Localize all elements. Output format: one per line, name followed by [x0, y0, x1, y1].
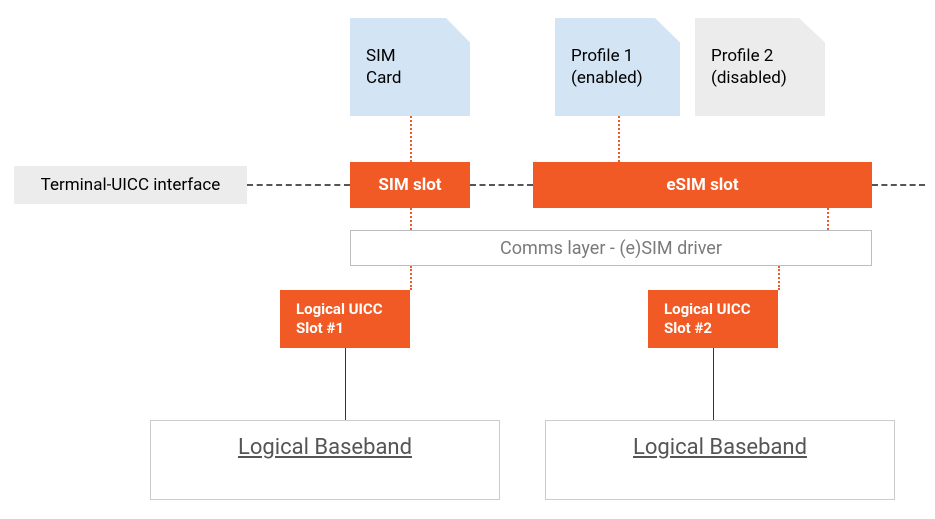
dotted-conn-2 — [410, 208, 412, 230]
comms-layer-label: Comms layer - (e)SIM driver — [500, 238, 722, 259]
interface-dash-2 — [470, 184, 533, 186]
dotted-conn-3 — [827, 208, 829, 230]
baseband1-label: Logical Baseband — [238, 435, 412, 460]
profile1-label: Profile 1(enabled) — [571, 45, 643, 89]
esim-slot-label: eSIM slot — [666, 174, 738, 196]
solid-conn-1 — [713, 348, 714, 420]
interface-dash-1 — [247, 184, 350, 186]
baseband2-box: Logical Baseband — [545, 420, 895, 500]
logical-slot2-box: Logical UICCSlot #2 — [648, 290, 778, 348]
terminal-uicc-label: Terminal-UICC interface — [41, 174, 221, 196]
sim-card-label: SIMCard — [366, 45, 402, 89]
interface-dash-3 — [872, 184, 925, 186]
dotted-conn-1 — [618, 116, 620, 162]
comms-layer-box: Comms layer - (e)SIM driver — [350, 230, 872, 266]
profile1-box: Profile 1(enabled) — [555, 18, 680, 116]
dotted-conn-4 — [410, 266, 412, 290]
profile2-box: Profile 2(disabled) — [695, 18, 825, 116]
baseband2-label: Logical Baseband — [633, 435, 807, 460]
logical-slot1-box: Logical UICCSlot #1 — [280, 290, 410, 348]
sim-slot-label: SIM slot — [378, 174, 441, 196]
baseband1-box: Logical Baseband — [150, 420, 500, 500]
terminal-uicc-label-box: Terminal-UICC interface — [14, 166, 247, 204]
sim-slot-box: SIM slot — [350, 162, 470, 208]
sim-card-box: SIMCard — [350, 18, 470, 116]
esim-slot-box: eSIM slot — [533, 162, 872, 208]
logical-slot2-label: Logical UICCSlot #2 — [664, 300, 751, 339]
dotted-conn-0 — [410, 116, 412, 162]
dotted-conn-5 — [778, 266, 780, 290]
logical-slot1-label: Logical UICCSlot #1 — [296, 300, 383, 339]
solid-conn-0 — [345, 348, 346, 420]
profile2-label: Profile 2(disabled) — [711, 45, 787, 89]
